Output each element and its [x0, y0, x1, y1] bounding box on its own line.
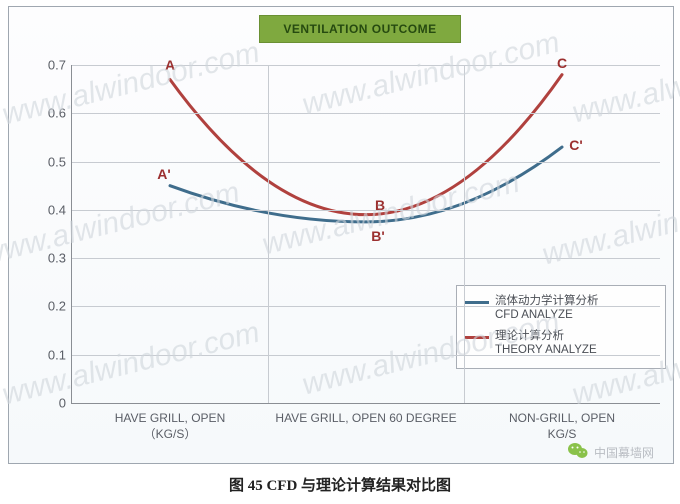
gridline-h: [72, 258, 660, 259]
y-axis-tick: 0: [59, 396, 72, 411]
gridline-v: [268, 65, 269, 403]
credit-text: 中国幕墙网: [594, 444, 654, 461]
point-label: B: [375, 197, 385, 213]
gridline-h: [72, 306, 660, 307]
x-axis-category: NON-GRILL, OPENKG/S: [468, 403, 656, 442]
gridline-h: [72, 355, 660, 356]
wechat-icon: [568, 442, 588, 459]
y-axis-tick: 0.4: [48, 202, 72, 217]
legend-cfd-en: CFD ANALYZE: [495, 308, 599, 322]
legend-theory-zh: 理论计算分析: [495, 329, 597, 343]
chart-title: VENTILATION OUTCOME: [259, 15, 461, 43]
legend: 流体动力学计算分析 CFD ANALYZE 理论计算分析 THEORY ANAL…: [456, 285, 666, 369]
x-axis-category: HAVE GRILL, OPEN（KG/S）: [76, 403, 264, 442]
legend-label-cfd: 流体动力学计算分析 CFD ANALYZE: [495, 294, 599, 323]
plot-area: 流体动力学计算分析 CFD ANALYZE 理论计算分析 THEORY ANAL…: [71, 65, 660, 404]
legend-item-cfd: 流体动力学计算分析 CFD ANALYZE: [465, 294, 657, 323]
point-label: A: [165, 57, 175, 73]
y-axis-tick: 0.6: [48, 106, 72, 121]
point-label: C: [557, 55, 567, 71]
legend-swatch-cfd: [465, 301, 489, 304]
y-axis-tick: 0.7: [48, 58, 72, 73]
gridline-h: [72, 210, 660, 211]
gridline-v: [464, 65, 465, 403]
gridline-h: [72, 65, 660, 66]
figure-caption: 图 45 CFD 与理论计算结果对比图: [0, 474, 680, 495]
legend-label-theory: 理论计算分析 THEORY ANALYZE: [495, 329, 597, 358]
point-label: B': [371, 228, 384, 244]
series-line-theory: [170, 75, 562, 215]
x-axis-category: HAVE GRILL, OPEN 60 DEGREE: [272, 403, 460, 427]
y-axis-tick: 0.5: [48, 154, 72, 169]
gridline-h: [72, 162, 660, 163]
chart-frame: VENTILATION OUTCOME 流体动力学计算分析 CFD ANALYZ…: [8, 6, 674, 464]
legend-item-theory: 理论计算分析 THEORY ANALYZE: [465, 329, 657, 358]
point-label: A': [157, 166, 170, 182]
legend-swatch-theory: [465, 336, 489, 339]
y-axis-tick: 0.1: [48, 347, 72, 362]
point-label: C': [569, 137, 582, 153]
y-axis-tick: 0.2: [48, 299, 72, 314]
gridline-h: [72, 113, 660, 114]
y-axis-tick: 0.3: [48, 251, 72, 266]
